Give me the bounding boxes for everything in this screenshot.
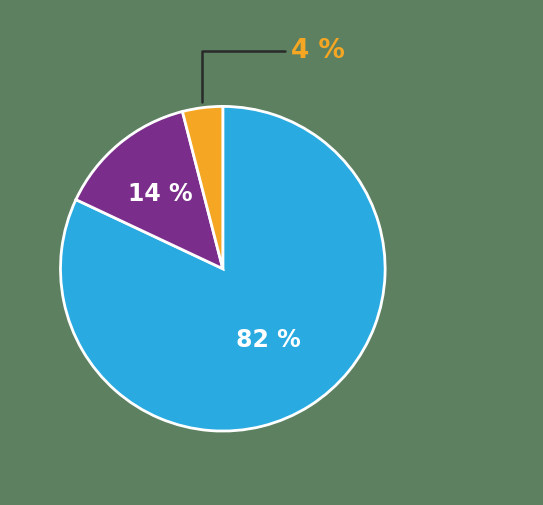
Wedge shape <box>182 107 223 269</box>
Text: 82 %: 82 % <box>236 328 300 352</box>
Text: 14 %: 14 % <box>128 182 193 206</box>
Wedge shape <box>60 107 385 431</box>
Wedge shape <box>76 112 223 269</box>
Text: 4 %: 4 % <box>202 38 345 102</box>
